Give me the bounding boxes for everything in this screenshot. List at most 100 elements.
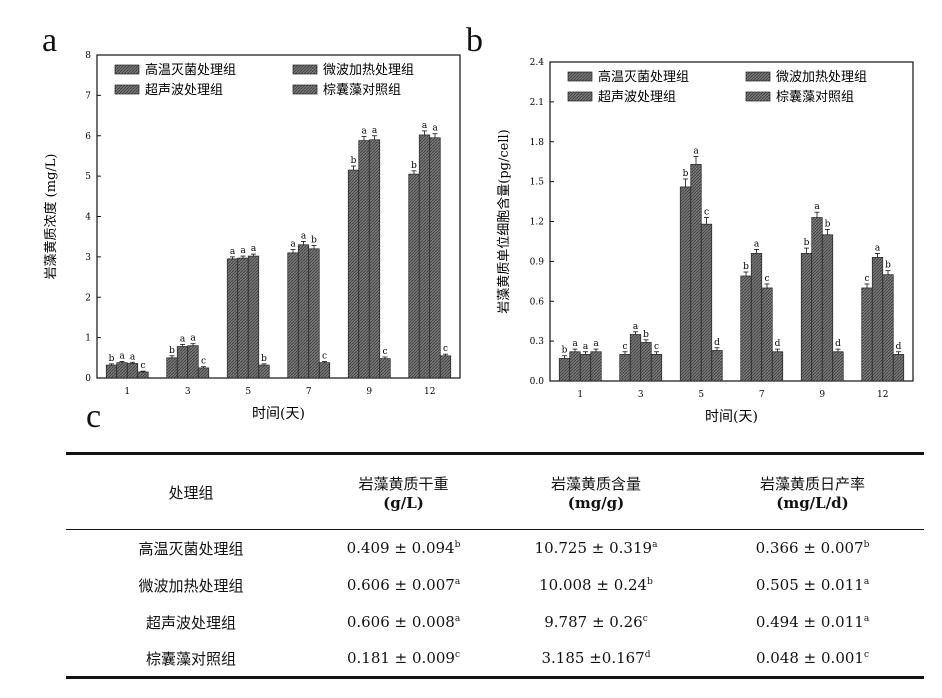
- y-tick-label: 0: [85, 374, 91, 384]
- significance-label: a: [583, 342, 589, 352]
- y-tick-label: 0.0: [530, 377, 545, 387]
- results-table: 处理组 岩藻黄质干重 (g/L) 岩藻黄质含量 (mg/g) 岩藻黄质日产率 (mg/…: [66, 452, 924, 679]
- cell-rate: 0.048 ± 0.001c: [755, 649, 870, 668]
- significance-label: a: [119, 351, 125, 361]
- significance-label: a: [180, 334, 186, 344]
- plot-frame: [549, 61, 914, 382]
- y-tick-label: 0.9: [530, 257, 545, 267]
- bar: [761, 287, 773, 382]
- bar: [882, 274, 894, 382]
- bar: [629, 334, 642, 382]
- cell-group: 超声波处理组: [145, 613, 236, 632]
- panel-label-a: a: [42, 22, 58, 59]
- bar: [579, 354, 592, 382]
- x-tick-label: 5: [245, 387, 251, 397]
- legend-swatch: [292, 64, 318, 75]
- significance-label: b: [169, 346, 175, 356]
- cell-dry: 0.409 ± 0.094b: [346, 539, 461, 558]
- significance-label: a: [572, 339, 578, 349]
- legend-label: 超声波处理组: [145, 83, 223, 98]
- legend-label: 棕囊藻对照组: [776, 89, 854, 105]
- x-tick-label: 5: [698, 390, 704, 400]
- bar: [347, 169, 360, 379]
- y-tick-label: 2.4: [530, 58, 545, 68]
- legend-swatch: [114, 84, 140, 95]
- significance-label: c: [704, 208, 709, 218]
- significance-label: d: [775, 339, 781, 349]
- cell-dry: 0.181 ± 0.009c: [346, 649, 461, 668]
- x-tick-label: 12: [877, 390, 888, 400]
- bar: [640, 342, 652, 382]
- bar: [439, 355, 452, 379]
- cell-content: 3.185 ±0.167d: [541, 649, 651, 668]
- table-row: 棕囊藻对照组 0.181 ± 0.009c 3.185 ±0.167d 0.04…: [66, 641, 924, 678]
- bar: [226, 258, 239, 379]
- table-row: 微波加热处理组 0.606 ± 0.007a 10.008 ± 0.24b 0.…: [66, 567, 924, 604]
- legend-label: 高温灭菌处理组: [145, 62, 236, 78]
- bar: [569, 351, 581, 382]
- significance-label: b: [261, 354, 267, 364]
- bar: [700, 223, 713, 382]
- cell-content: 10.725 ± 0.319a: [534, 539, 658, 558]
- y-tick-label: 6: [85, 132, 91, 142]
- bar: [247, 255, 260, 379]
- bar: [892, 354, 905, 382]
- significance-label: c: [654, 342, 659, 352]
- bar: [771, 351, 784, 382]
- significance-label: b: [643, 330, 649, 340]
- significance-label: d: [896, 342, 902, 352]
- significance-label: a: [754, 239, 760, 249]
- header-content: 岩藻黄质含量 (mg/g): [550, 474, 641, 512]
- legend-swatch: [114, 64, 140, 75]
- table-row: 超声波处理组 0.606 ± 0.008a 9.787 ± 0.26c 0.49…: [66, 604, 924, 641]
- bar: [861, 287, 873, 382]
- legend-swatch: [745, 91, 771, 102]
- significance-label: c: [864, 274, 869, 284]
- bar: [800, 253, 813, 382]
- significance-label: a: [230, 247, 236, 257]
- cell-rate: 0.494 ± 0.011a: [755, 613, 870, 631]
- significance-label: a: [251, 244, 257, 254]
- significance-label: c: [764, 274, 769, 284]
- bar: [590, 351, 602, 382]
- bar: [287, 252, 299, 379]
- significance-label: b: [683, 169, 689, 179]
- x-tick-label: 7: [306, 387, 312, 397]
- bar: [308, 248, 320, 379]
- significance-label: a: [190, 334, 196, 344]
- x-tick-label: 3: [185, 387, 191, 397]
- bar: [832, 351, 844, 382]
- y-tick-label: 1.8: [530, 138, 545, 148]
- header-group: 处理组: [168, 483, 214, 502]
- panel-label-c: c: [86, 398, 102, 435]
- bar: [258, 364, 270, 379]
- significance-label: c: [322, 351, 327, 361]
- x-tick-label: 1: [577, 390, 583, 400]
- bar: [690, 163, 702, 382]
- significance-label: b: [311, 236, 317, 246]
- y-tick-label: 3: [85, 253, 91, 263]
- significance-label: c: [140, 361, 145, 371]
- legend-label: 高温灭菌处理组: [598, 69, 689, 85]
- bar: [105, 364, 118, 379]
- significance-label: b: [351, 156, 357, 166]
- bar: [187, 345, 199, 379]
- legend-swatch: [745, 71, 771, 82]
- bar: [558, 358, 571, 382]
- y-tick-label: 1.2: [530, 218, 544, 228]
- significance-label: b: [804, 238, 810, 248]
- y-tick-label: 0.3: [530, 337, 545, 347]
- bar: [871, 257, 884, 382]
- significance-label: b: [411, 161, 417, 171]
- panel-label-b: b: [466, 22, 483, 59]
- y-tick-label: 2: [85, 293, 91, 303]
- y-tick-label: 7: [85, 91, 91, 101]
- header-daily-yield: 岩藻黄质日产率 (mg/L/d): [759, 474, 865, 512]
- bar: [297, 244, 310, 379]
- significance-label: d: [714, 338, 720, 348]
- x-axis-label: 时间(天): [252, 406, 305, 422]
- legend-label: 微波加热处理组: [776, 70, 867, 85]
- legend-swatch: [567, 71, 593, 82]
